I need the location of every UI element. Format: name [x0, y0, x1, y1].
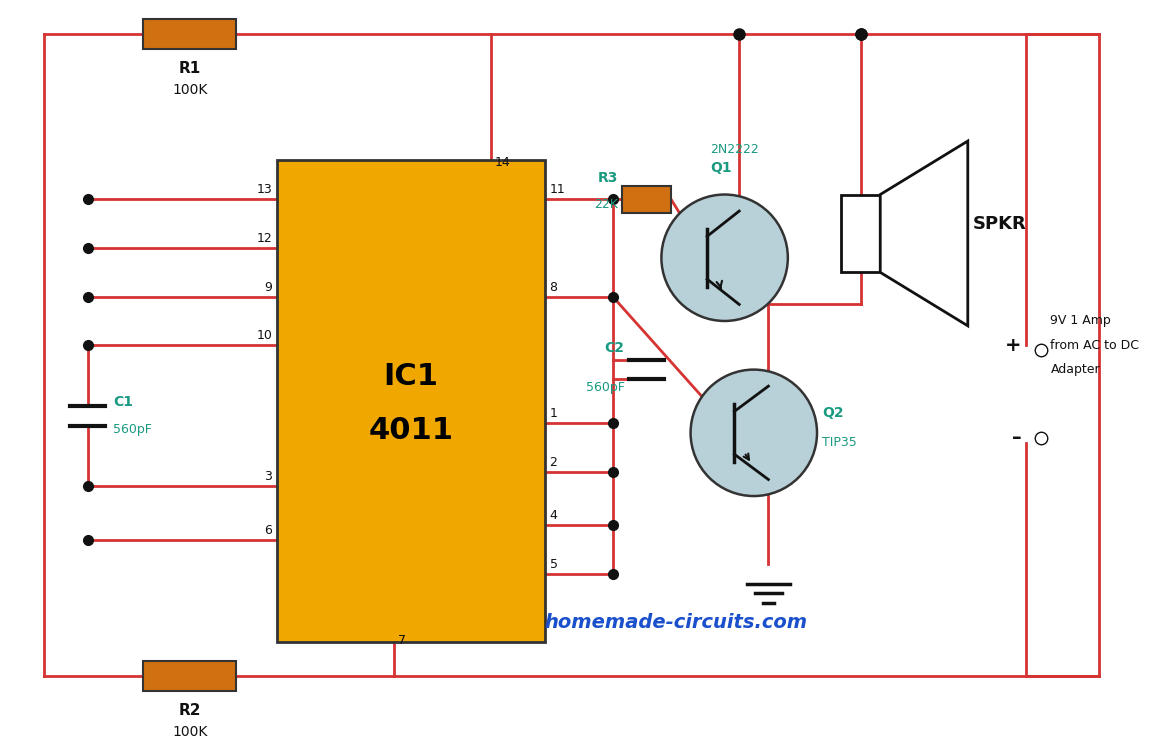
Text: Adapter: Adapter: [1051, 363, 1100, 376]
Text: 4011: 4011: [368, 416, 454, 445]
Text: Q1: Q1: [710, 161, 732, 175]
Text: homemade-circuits.com: homemade-circuits.com: [544, 613, 807, 632]
Bar: [143, 19, 236, 49]
Text: 12: 12: [257, 232, 272, 245]
Text: 13: 13: [257, 184, 272, 197]
Text: TIP35: TIP35: [822, 436, 856, 449]
Text: 8: 8: [549, 281, 557, 294]
Text: 3: 3: [264, 470, 272, 483]
Text: 100K: 100K: [172, 724, 208, 737]
Text: 2N2222: 2N2222: [710, 143, 759, 156]
Text: 5: 5: [549, 558, 557, 571]
Bar: [277, 161, 544, 642]
Bar: [143, 661, 236, 691]
Text: 9V 1 Amp: 9V 1 Amp: [1051, 315, 1111, 327]
Polygon shape: [880, 141, 968, 326]
Text: from AC to DC: from AC to DC: [1051, 339, 1139, 352]
Text: SPKR: SPKR: [972, 214, 1026, 233]
Text: +: +: [1005, 336, 1022, 354]
Text: 11: 11: [549, 184, 565, 197]
Text: 9: 9: [264, 281, 272, 294]
Bar: [623, 186, 671, 213]
Text: C2: C2: [604, 341, 624, 355]
Text: 560pF: 560pF: [113, 423, 151, 436]
Circle shape: [662, 195, 788, 321]
Text: R3: R3: [597, 171, 618, 185]
Text: R1: R1: [178, 61, 201, 76]
Text: 6: 6: [264, 524, 272, 537]
Text: R2: R2: [178, 703, 201, 719]
Text: 1: 1: [549, 407, 557, 420]
Text: 2: 2: [549, 455, 557, 469]
Bar: [841, 195, 880, 273]
Text: –: –: [1011, 428, 1022, 447]
Text: 100K: 100K: [172, 83, 208, 97]
Text: 10: 10: [257, 329, 272, 343]
Text: Q2: Q2: [822, 406, 843, 420]
Text: C1: C1: [113, 395, 133, 409]
Text: 14: 14: [495, 156, 510, 169]
Circle shape: [691, 369, 818, 496]
Text: 4: 4: [549, 509, 557, 523]
Text: 22K: 22K: [594, 198, 618, 211]
Text: 7: 7: [398, 634, 406, 647]
Text: IC1: IC1: [384, 363, 439, 391]
Text: 560pF: 560pF: [585, 380, 624, 394]
